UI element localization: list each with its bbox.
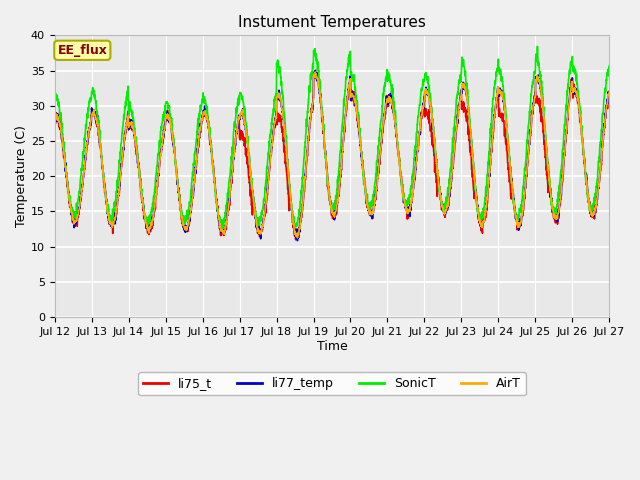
AirT (605, 88, 613, 94)
li77_temp (349, 93, 356, 98)
li75_t (312, 67, 319, 73)
li75_t (361, 179, 369, 185)
SonicT (218, 228, 226, 233)
SonicT (572, 78, 580, 84)
li77_temp (311, 68, 319, 73)
AirT (361, 178, 369, 183)
li77_temp (494, 85, 502, 91)
AirT (51, 114, 58, 120)
AirT (557, 192, 564, 198)
li75_t (605, 89, 613, 95)
AirT (311, 69, 319, 75)
AirT (494, 89, 502, 95)
SonicT (360, 180, 368, 185)
li77_temp (205, 132, 213, 137)
Line: li75_t: li75_t (54, 70, 609, 240)
Legend: li75_t, li77_temp, SonicT, AirT: li75_t, li77_temp, SonicT, AirT (138, 372, 526, 396)
AirT (572, 88, 580, 94)
AirT (294, 235, 301, 240)
li77_temp (294, 238, 301, 243)
Title: Instument Temperatures: Instument Temperatures (238, 15, 426, 30)
li75_t (292, 237, 300, 243)
SonicT (51, 93, 58, 98)
li75_t (557, 194, 564, 200)
Y-axis label: Temperature (C): Temperature (C) (15, 125, 28, 227)
li75_t (572, 90, 580, 96)
X-axis label: Time: Time (317, 340, 348, 353)
Line: AirT: AirT (54, 72, 609, 238)
SonicT (205, 131, 213, 136)
AirT (349, 92, 356, 98)
SonicT (348, 72, 356, 78)
SonicT (534, 44, 541, 49)
li77_temp (51, 115, 58, 120)
AirT (205, 131, 213, 137)
Line: li77_temp: li77_temp (54, 71, 609, 240)
li75_t (205, 131, 213, 136)
li77_temp (572, 88, 580, 94)
li75_t (51, 109, 58, 115)
Line: SonicT: SonicT (54, 47, 609, 230)
li75_t (494, 88, 502, 94)
SonicT (493, 67, 501, 73)
Text: EE_flux: EE_flux (58, 44, 108, 57)
SonicT (557, 168, 564, 173)
li77_temp (605, 89, 613, 95)
li77_temp (557, 190, 564, 195)
li75_t (349, 92, 356, 98)
SonicT (605, 63, 613, 69)
li77_temp (361, 178, 369, 183)
